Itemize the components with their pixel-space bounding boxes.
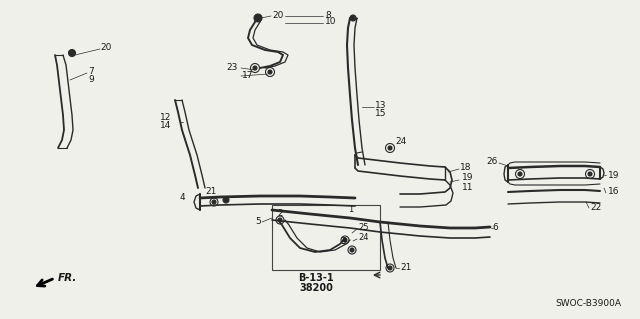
Text: FR.: FR. bbox=[58, 273, 77, 283]
Circle shape bbox=[68, 49, 76, 56]
Text: 7: 7 bbox=[88, 68, 93, 77]
Circle shape bbox=[223, 197, 229, 203]
Text: 6: 6 bbox=[492, 224, 498, 233]
Text: 17: 17 bbox=[242, 70, 253, 79]
Text: 21: 21 bbox=[400, 263, 412, 272]
Circle shape bbox=[278, 218, 282, 222]
Circle shape bbox=[343, 238, 347, 242]
Text: 12: 12 bbox=[160, 114, 172, 122]
Circle shape bbox=[388, 146, 392, 150]
Text: 15: 15 bbox=[375, 108, 387, 117]
Text: 13: 13 bbox=[375, 100, 387, 109]
Text: 19: 19 bbox=[608, 170, 620, 180]
Text: 5: 5 bbox=[255, 218, 261, 226]
Text: 20: 20 bbox=[100, 43, 111, 53]
Circle shape bbox=[350, 15, 356, 21]
Text: 21: 21 bbox=[205, 188, 216, 197]
Circle shape bbox=[350, 248, 354, 252]
Text: 20: 20 bbox=[272, 11, 284, 19]
Text: 38200: 38200 bbox=[299, 283, 333, 293]
Text: 1: 1 bbox=[348, 205, 353, 214]
Text: 11: 11 bbox=[462, 183, 474, 192]
Text: 23: 23 bbox=[227, 63, 238, 71]
Text: 24: 24 bbox=[358, 234, 369, 242]
Text: 4: 4 bbox=[179, 192, 185, 202]
Circle shape bbox=[588, 172, 592, 176]
Text: 22: 22 bbox=[590, 204, 601, 212]
Text: 16: 16 bbox=[608, 188, 620, 197]
Text: 24: 24 bbox=[395, 137, 406, 146]
Text: 9: 9 bbox=[88, 76, 93, 85]
Text: 8: 8 bbox=[325, 11, 331, 19]
Circle shape bbox=[254, 14, 262, 22]
Circle shape bbox=[518, 172, 522, 176]
Bar bbox=[272, 205, 380, 270]
Circle shape bbox=[212, 200, 216, 204]
Circle shape bbox=[388, 266, 392, 270]
Text: 26: 26 bbox=[486, 158, 498, 167]
Circle shape bbox=[253, 66, 257, 70]
Text: 10: 10 bbox=[325, 18, 337, 26]
Text: 2: 2 bbox=[277, 209, 283, 218]
Text: 18: 18 bbox=[460, 164, 472, 173]
Circle shape bbox=[268, 70, 272, 74]
Text: B-13-1: B-13-1 bbox=[298, 273, 334, 283]
Text: SWOC-B3900A: SWOC-B3900A bbox=[555, 300, 621, 308]
Text: 19: 19 bbox=[462, 174, 474, 182]
Text: 25: 25 bbox=[358, 224, 369, 233]
Text: 14: 14 bbox=[160, 122, 172, 130]
Text: 3: 3 bbox=[340, 238, 346, 247]
